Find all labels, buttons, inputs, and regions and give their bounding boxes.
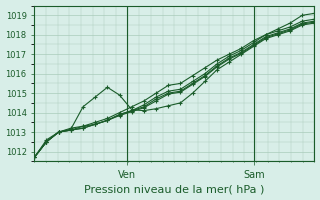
X-axis label: Pression niveau de la mer( hPa ): Pression niveau de la mer( hPa ) — [84, 184, 265, 194]
